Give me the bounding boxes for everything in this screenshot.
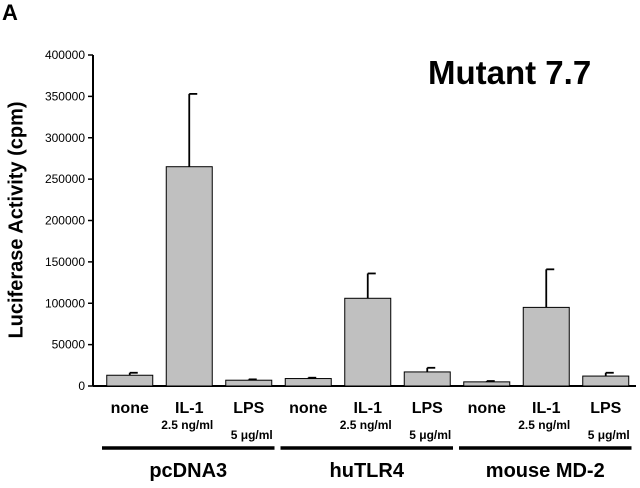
panel-letter: A [2, 0, 18, 25]
x-tick-sublabel: 5 μg/ml [231, 428, 273, 442]
x-tick-sublabel: 2.5 ng/ml [161, 418, 213, 432]
bar [225, 379, 273, 387]
x-tick-label: IL-1 [532, 400, 561, 417]
group-label: pcDNA3 [149, 460, 227, 482]
x-tick-label: LPS [233, 400, 264, 417]
y-tick-label: 200000 [45, 214, 85, 228]
chart-title: Mutant 7.7 [428, 54, 592, 91]
bar [284, 378, 332, 387]
bar [165, 166, 213, 387]
x-tick-label: IL-1 [354, 400, 383, 417]
x-tick-label: none [111, 400, 149, 417]
y-tick-label: 400000 [45, 48, 85, 62]
y-tick-label: 50000 [52, 338, 86, 352]
bar [106, 374, 154, 387]
y-tick-label: 100000 [45, 296, 85, 310]
bar [582, 375, 630, 387]
bar [522, 306, 570, 387]
y-tick-label: 0 [78, 379, 85, 393]
y-tick-label: 300000 [45, 131, 85, 145]
x-tick-label: none [468, 400, 506, 417]
y-tick-label: 350000 [45, 89, 85, 103]
group-label: huTLR4 [330, 460, 405, 482]
group-label: mouse MD-2 [486, 460, 605, 482]
x-tick-label: none [289, 400, 327, 417]
x-tick-sublabel: 2.5 ng/ml [340, 418, 392, 432]
x-tick-label: LPS [590, 400, 621, 417]
x-tick-label: LPS [412, 400, 443, 417]
x-tick-sublabel: 5 μg/ml [588, 428, 630, 442]
bar [344, 297, 392, 387]
x-tick-sublabel: 2.5 ng/ml [518, 418, 570, 432]
y-tick-label: 150000 [45, 255, 85, 269]
x-tick-label: IL-1 [175, 400, 204, 417]
bar [403, 371, 451, 387]
x-tick-sublabel: 5 μg/ml [409, 428, 451, 442]
y-tick-label: 250000 [45, 172, 85, 186]
bar [463, 381, 511, 387]
